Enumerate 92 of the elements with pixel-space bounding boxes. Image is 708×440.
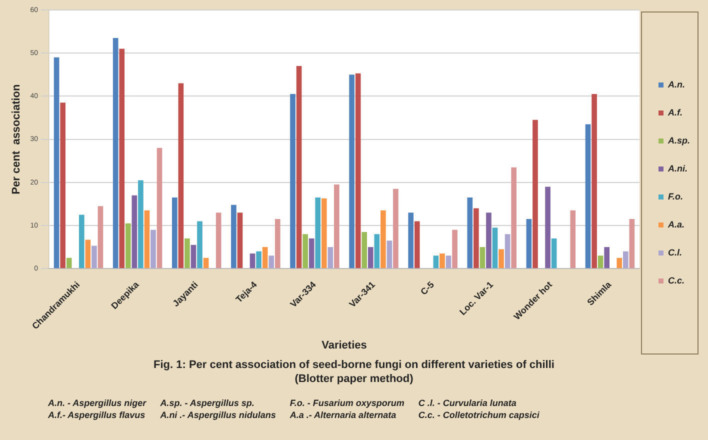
text: Fig. 1: Per cent association of seed-borne fungi on different varieties of chilli (152, 358, 556, 372)
text: A.ni .- Aspergillus nidulans (160, 410, 276, 420)
text: C.c. - Colletotrichum capsici (418, 410, 540, 420)
text: A.sp. - Aspergillus sp. (160, 398, 256, 408)
bar (474, 208, 479, 268)
bar (629, 219, 635, 268)
bar (408, 212, 414, 268)
text: C .l. - Curvularia lunata (418, 398, 518, 408)
bar (184, 238, 190, 268)
legend-label: A.sp. (666, 135, 690, 146)
bar (393, 188, 398, 268)
bar (368, 247, 374, 268)
bar (374, 234, 380, 268)
bar (119, 48, 125, 268)
bar (433, 256, 439, 268)
bar (480, 247, 486, 268)
bar (78, 214, 84, 268)
legend-label: C.l. (668, 247, 682, 258)
bar (250, 254, 256, 268)
bar (302, 234, 308, 268)
bar (486, 212, 492, 268)
bar (452, 230, 458, 268)
bar (321, 198, 327, 268)
bar (592, 94, 597, 268)
text: F.o. - Fusarium oxysporum (290, 398, 404, 408)
bar (504, 234, 510, 268)
legend-label: F.o. (668, 191, 683, 202)
bar (616, 258, 622, 268)
bar (112, 38, 118, 268)
bar (138, 180, 144, 268)
bar (440, 254, 445, 268)
bar (203, 258, 209, 268)
bar (604, 247, 610, 268)
bar (237, 212, 243, 268)
y-axis-title: Per cent association (10, 84, 23, 194)
bar (511, 167, 516, 268)
bar (296, 66, 302, 268)
bar (498, 249, 504, 268)
bar (551, 238, 557, 268)
bar (492, 228, 498, 268)
bar (216, 212, 222, 268)
bar (349, 74, 354, 268)
bar (178, 83, 184, 268)
bar (328, 247, 334, 268)
bar (85, 240, 91, 268)
bar (54, 57, 60, 268)
bar (268, 256, 274, 268)
legend-label: C.c. (668, 275, 685, 286)
text: A.f.- Aspergillus flavus (48, 410, 146, 420)
bar (585, 124, 591, 268)
bar (598, 256, 604, 268)
bar (197, 221, 202, 268)
bar (386, 240, 392, 268)
bar (144, 210, 150, 268)
text: A.n. - Aspergillus niger (48, 398, 146, 408)
bar (355, 73, 361, 268)
legend-label: A.n. (666, 79, 685, 90)
bar (315, 197, 321, 268)
legend-label: A.f. (666, 107, 682, 118)
bar (231, 204, 236, 268)
bar (532, 120, 538, 268)
bar (60, 102, 66, 268)
text: (Blotter paper method) (294, 372, 414, 386)
bar (414, 221, 420, 268)
bar (190, 244, 196, 268)
text: A.a .- Alternaria alternata (290, 410, 398, 420)
bar (132, 195, 138, 268)
bar (66, 258, 72, 268)
bar (172, 197, 178, 268)
bar (92, 246, 97, 268)
bar (262, 247, 268, 268)
bar (125, 223, 131, 268)
bar (156, 148, 162, 268)
bar (290, 94, 296, 268)
x-axis-title: Varieties (322, 339, 367, 352)
legend-label: A.ni. (666, 163, 688, 174)
bar (98, 206, 104, 268)
bar (622, 251, 628, 268)
bar (467, 197, 473, 268)
bar (446, 256, 452, 268)
bar (308, 238, 314, 268)
bar (545, 186, 550, 268)
bar (334, 184, 340, 268)
bar (256, 251, 262, 268)
bar (526, 219, 532, 268)
x-tick-label: C-5 (418, 280, 436, 297)
bar (274, 219, 280, 268)
bar (362, 232, 368, 268)
legend-label: A.a. (666, 219, 685, 230)
bar (570, 210, 576, 268)
bar (380, 210, 386, 268)
bar (150, 230, 156, 268)
